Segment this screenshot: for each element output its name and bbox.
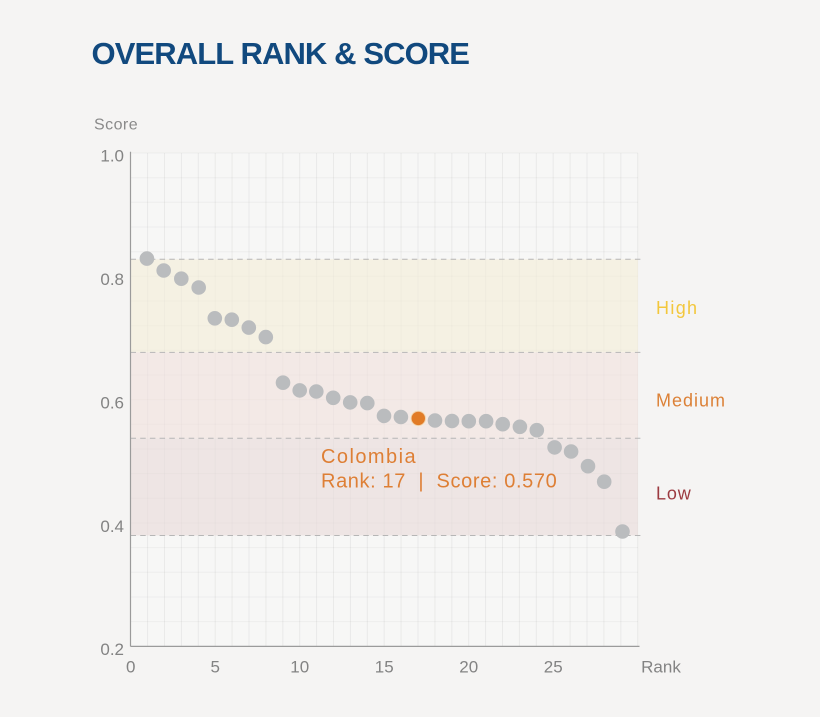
svg-text:0: 0 (126, 658, 135, 677)
svg-text:OVERALL RANK & SCORE: OVERALL RANK & SCORE (92, 36, 470, 71)
svg-text:0.4: 0.4 (100, 517, 124, 536)
svg-text:1.0: 1.0 (100, 147, 124, 166)
svg-text:Colombia: Colombia (321, 446, 417, 468)
svg-text:0.2: 0.2 (100, 640, 124, 659)
svg-text:10: 10 (290, 658, 309, 677)
svg-text:Score: Score (94, 117, 138, 134)
svg-text:5: 5 (210, 658, 219, 677)
svg-text:Low: Low (656, 484, 692, 504)
svg-text:Medium: Medium (656, 391, 726, 411)
svg-text:15: 15 (375, 658, 394, 677)
svg-text:25: 25 (544, 658, 563, 677)
svg-text:Rank: Rank (641, 658, 681, 677)
svg-text:0.8: 0.8 (100, 270, 124, 289)
svg-text:Rank: 17 | Score: 0.570: Rank: 17 | Score: 0.570 (321, 470, 557, 492)
svg-text:High: High (656, 298, 698, 318)
svg-text:0.6: 0.6 (100, 393, 124, 412)
svg-text:20: 20 (459, 658, 478, 677)
